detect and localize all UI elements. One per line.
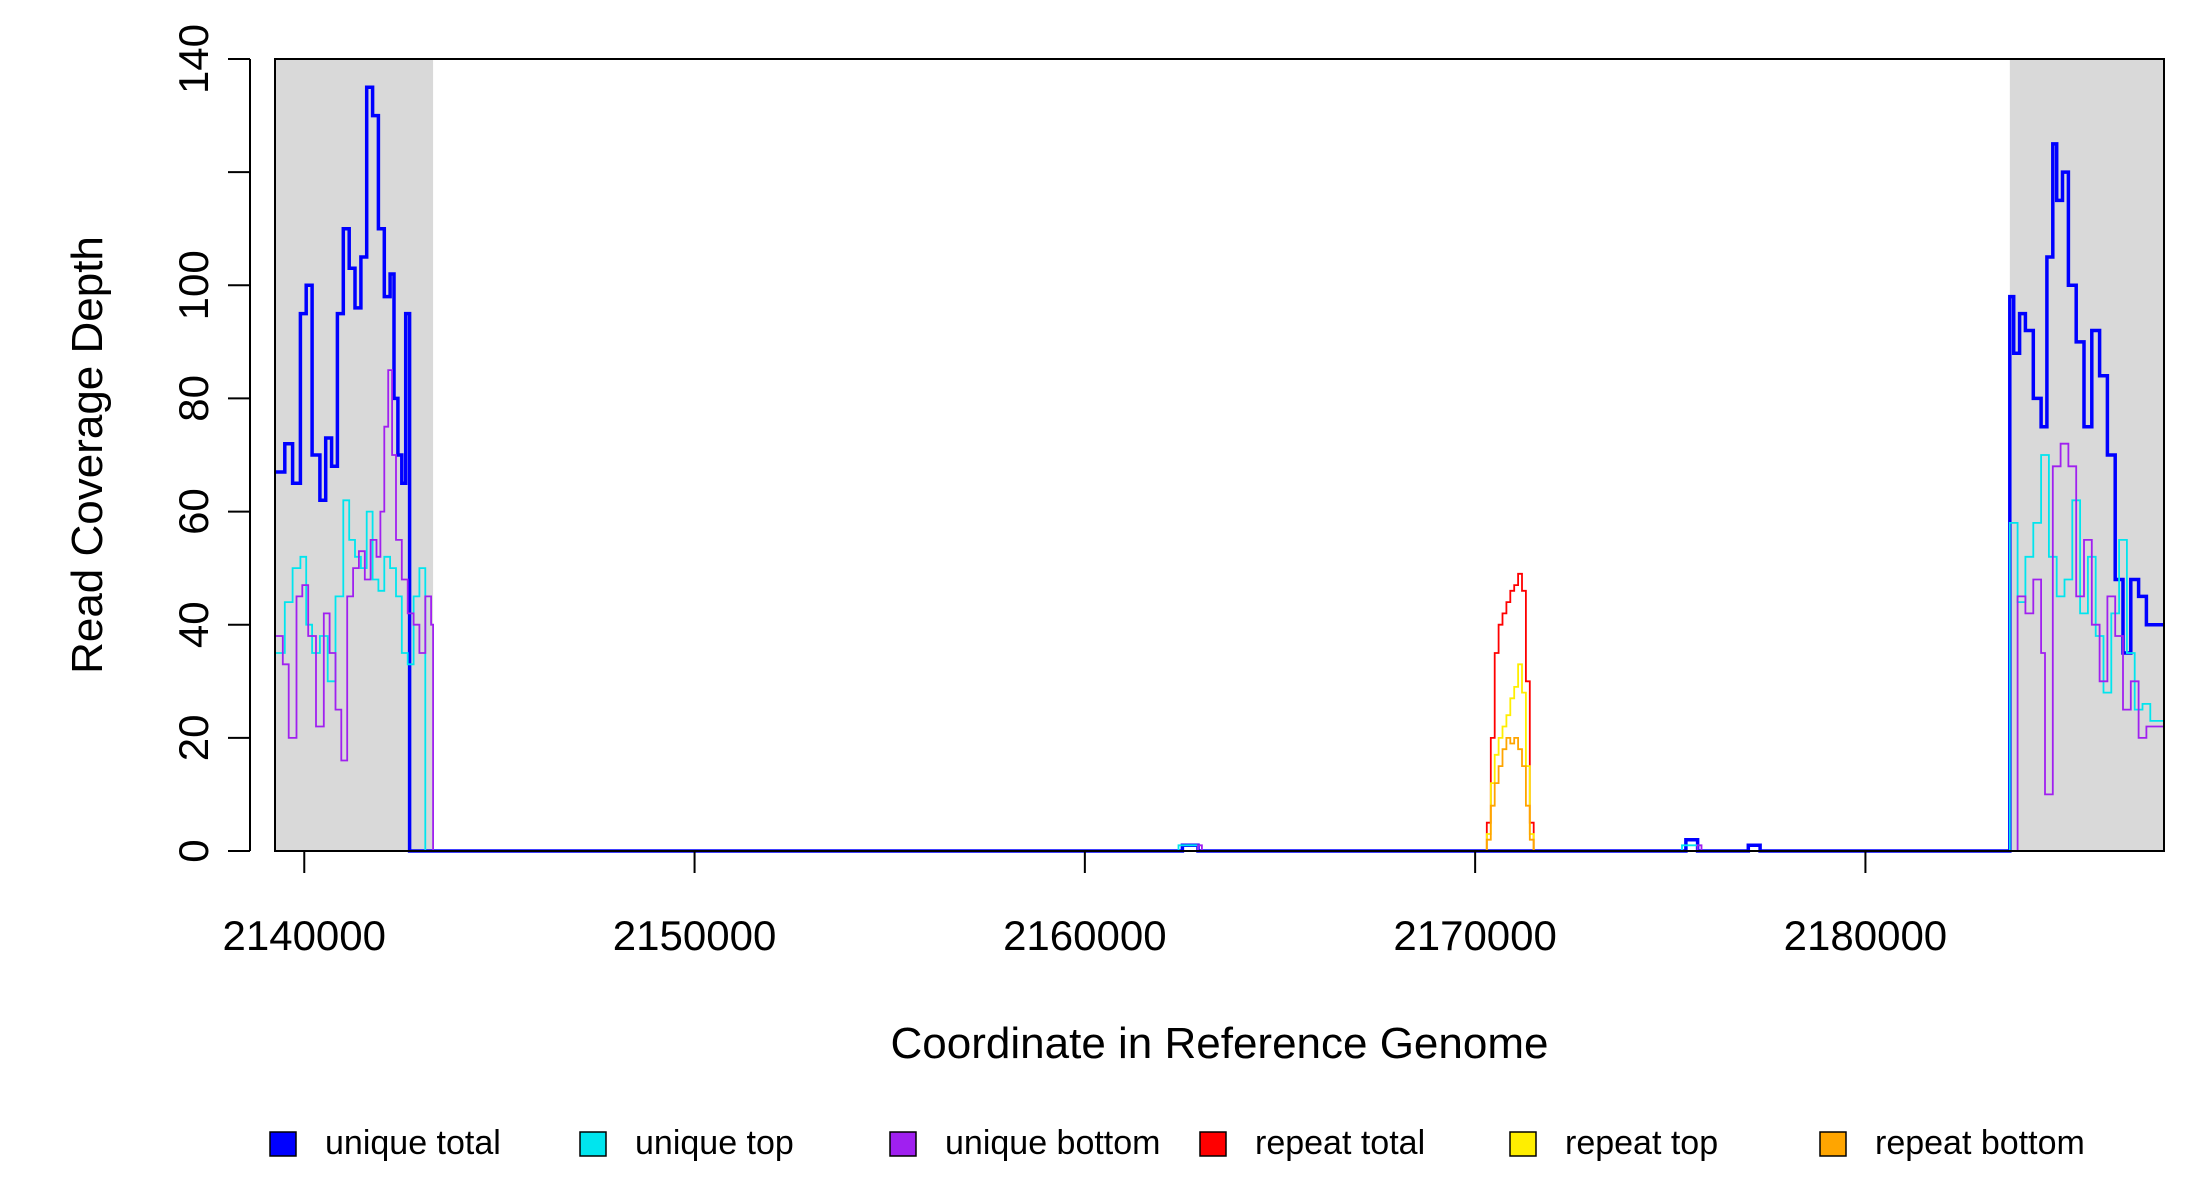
legend: unique total unique top unique bottom repea… <box>269 1124 2085 1162</box>
legend-swatch <box>889 1131 917 1157</box>
shaded-regions <box>275 59 2164 851</box>
plot-frame <box>274 58 2165 852</box>
y-tick-label: 20 <box>170 714 217 761</box>
legend-label: unique top <box>635 1124 794 1162</box>
legend-swatch <box>269 1131 297 1157</box>
legend-label: repeat total <box>1255 1124 1425 1162</box>
y-axis-label: Read Coverage Depth <box>63 236 112 674</box>
y-tick-label: 100 <box>170 250 217 320</box>
legend-swatch <box>1199 1131 1227 1157</box>
series-unique-total <box>275 85 2164 853</box>
y-axis: 0 20 40 60 80 100 140 <box>170 24 251 863</box>
legend-label: repeat top <box>1565 1124 1718 1162</box>
y-tick-label: 60 <box>170 488 217 535</box>
legend-swatch <box>579 1131 607 1157</box>
x-axis: 2140000 2150000 2160000 2170000 2180000 <box>223 850 1948 959</box>
series-lines <box>275 85 2165 853</box>
x-tick-label: 2160000 <box>1003 912 1167 959</box>
y-tick-label: 0 <box>170 839 217 862</box>
legend-swatch <box>1819 1131 1847 1157</box>
y-tick-label: 140 <box>170 24 217 94</box>
series-repeat-total <box>275 572 2164 852</box>
series-unique-top <box>275 454 2165 852</box>
series-unique-bottom <box>275 369 2165 852</box>
series-repeat-top <box>275 663 2164 852</box>
series-repeat-bottom <box>275 737 2164 852</box>
legend-label: unique bottom <box>945 1124 1161 1162</box>
x-axis-label: Coordinate in Reference Genome <box>891 1019 1549 1068</box>
shaded-region-2 <box>2009 59 2164 851</box>
x-tick-label: 2150000 <box>613 912 777 959</box>
x-tick-label: 2140000 <box>223 912 387 959</box>
y-tick-label: 80 <box>170 375 217 422</box>
x-tick-label: 2180000 <box>1784 912 1948 959</box>
legend-swatch <box>1509 1131 1537 1157</box>
legend-label: unique total <box>325 1124 501 1162</box>
x-tick-label: 2170000 <box>1393 912 1557 959</box>
y-tick-label: 40 <box>170 601 217 648</box>
legend-label: repeat bottom <box>1875 1124 2085 1162</box>
